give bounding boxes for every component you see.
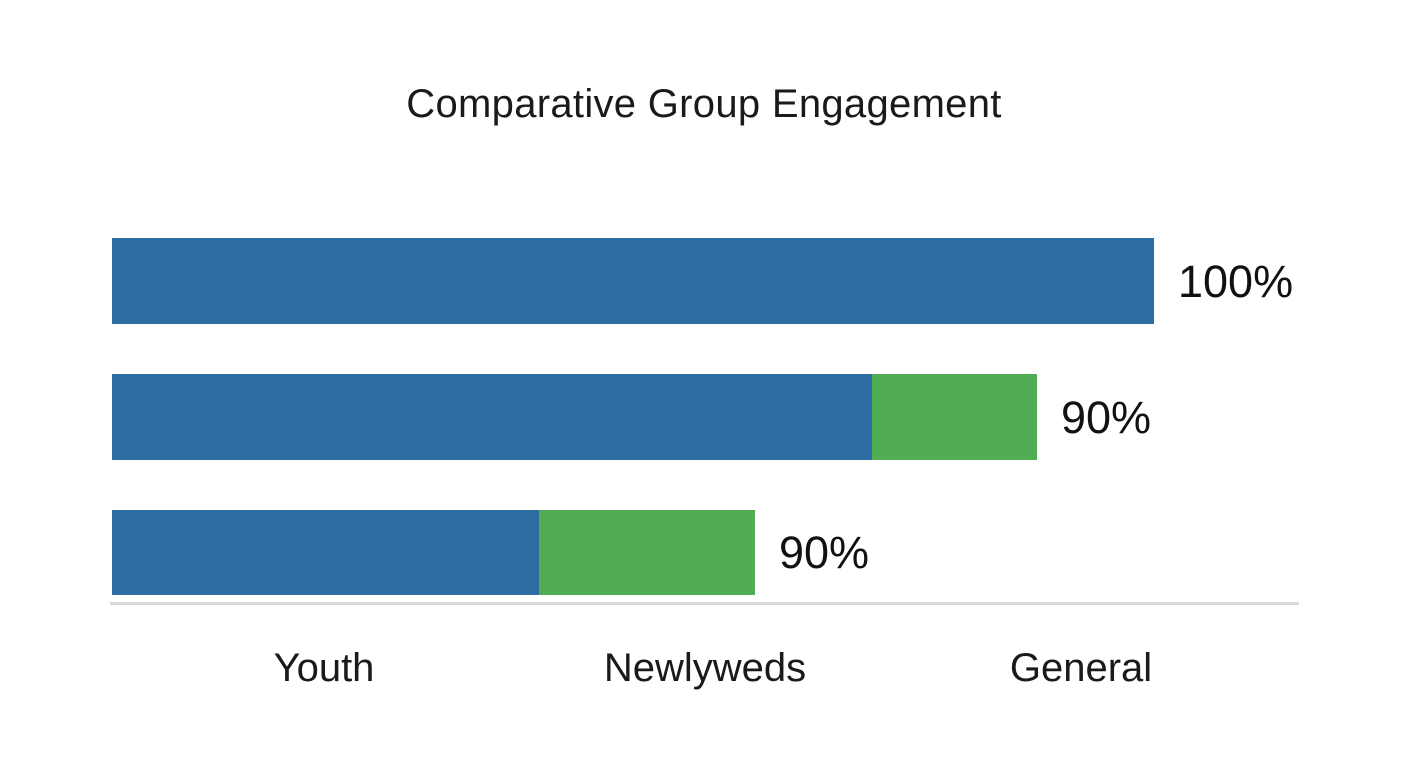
bar-segment-green bbox=[539, 510, 755, 595]
chart-title: Comparative Group Engagement bbox=[406, 82, 1002, 126]
bar-segment-blue bbox=[112, 238, 1154, 324]
bar-value-label: 90% bbox=[1061, 391, 1152, 443]
x-tick-label-newlyweds: Newlyweds bbox=[603, 646, 807, 690]
bar-row: 90% bbox=[112, 510, 869, 595]
bar-row: 100% bbox=[112, 238, 1293, 324]
bar-value-label: 100% bbox=[1178, 255, 1294, 307]
bar-segment-green bbox=[872, 374, 1037, 460]
bar-row: 90% bbox=[112, 374, 1151, 460]
bar-segment-blue bbox=[112, 374, 872, 460]
x-tick-label-youth: Youth bbox=[273, 646, 375, 690]
x-tick-label-general: General bbox=[1009, 646, 1153, 690]
bar-segment-blue bbox=[112, 510, 539, 595]
x-axis-line bbox=[110, 602, 1299, 605]
bar-value-label: 90% bbox=[779, 527, 870, 578]
